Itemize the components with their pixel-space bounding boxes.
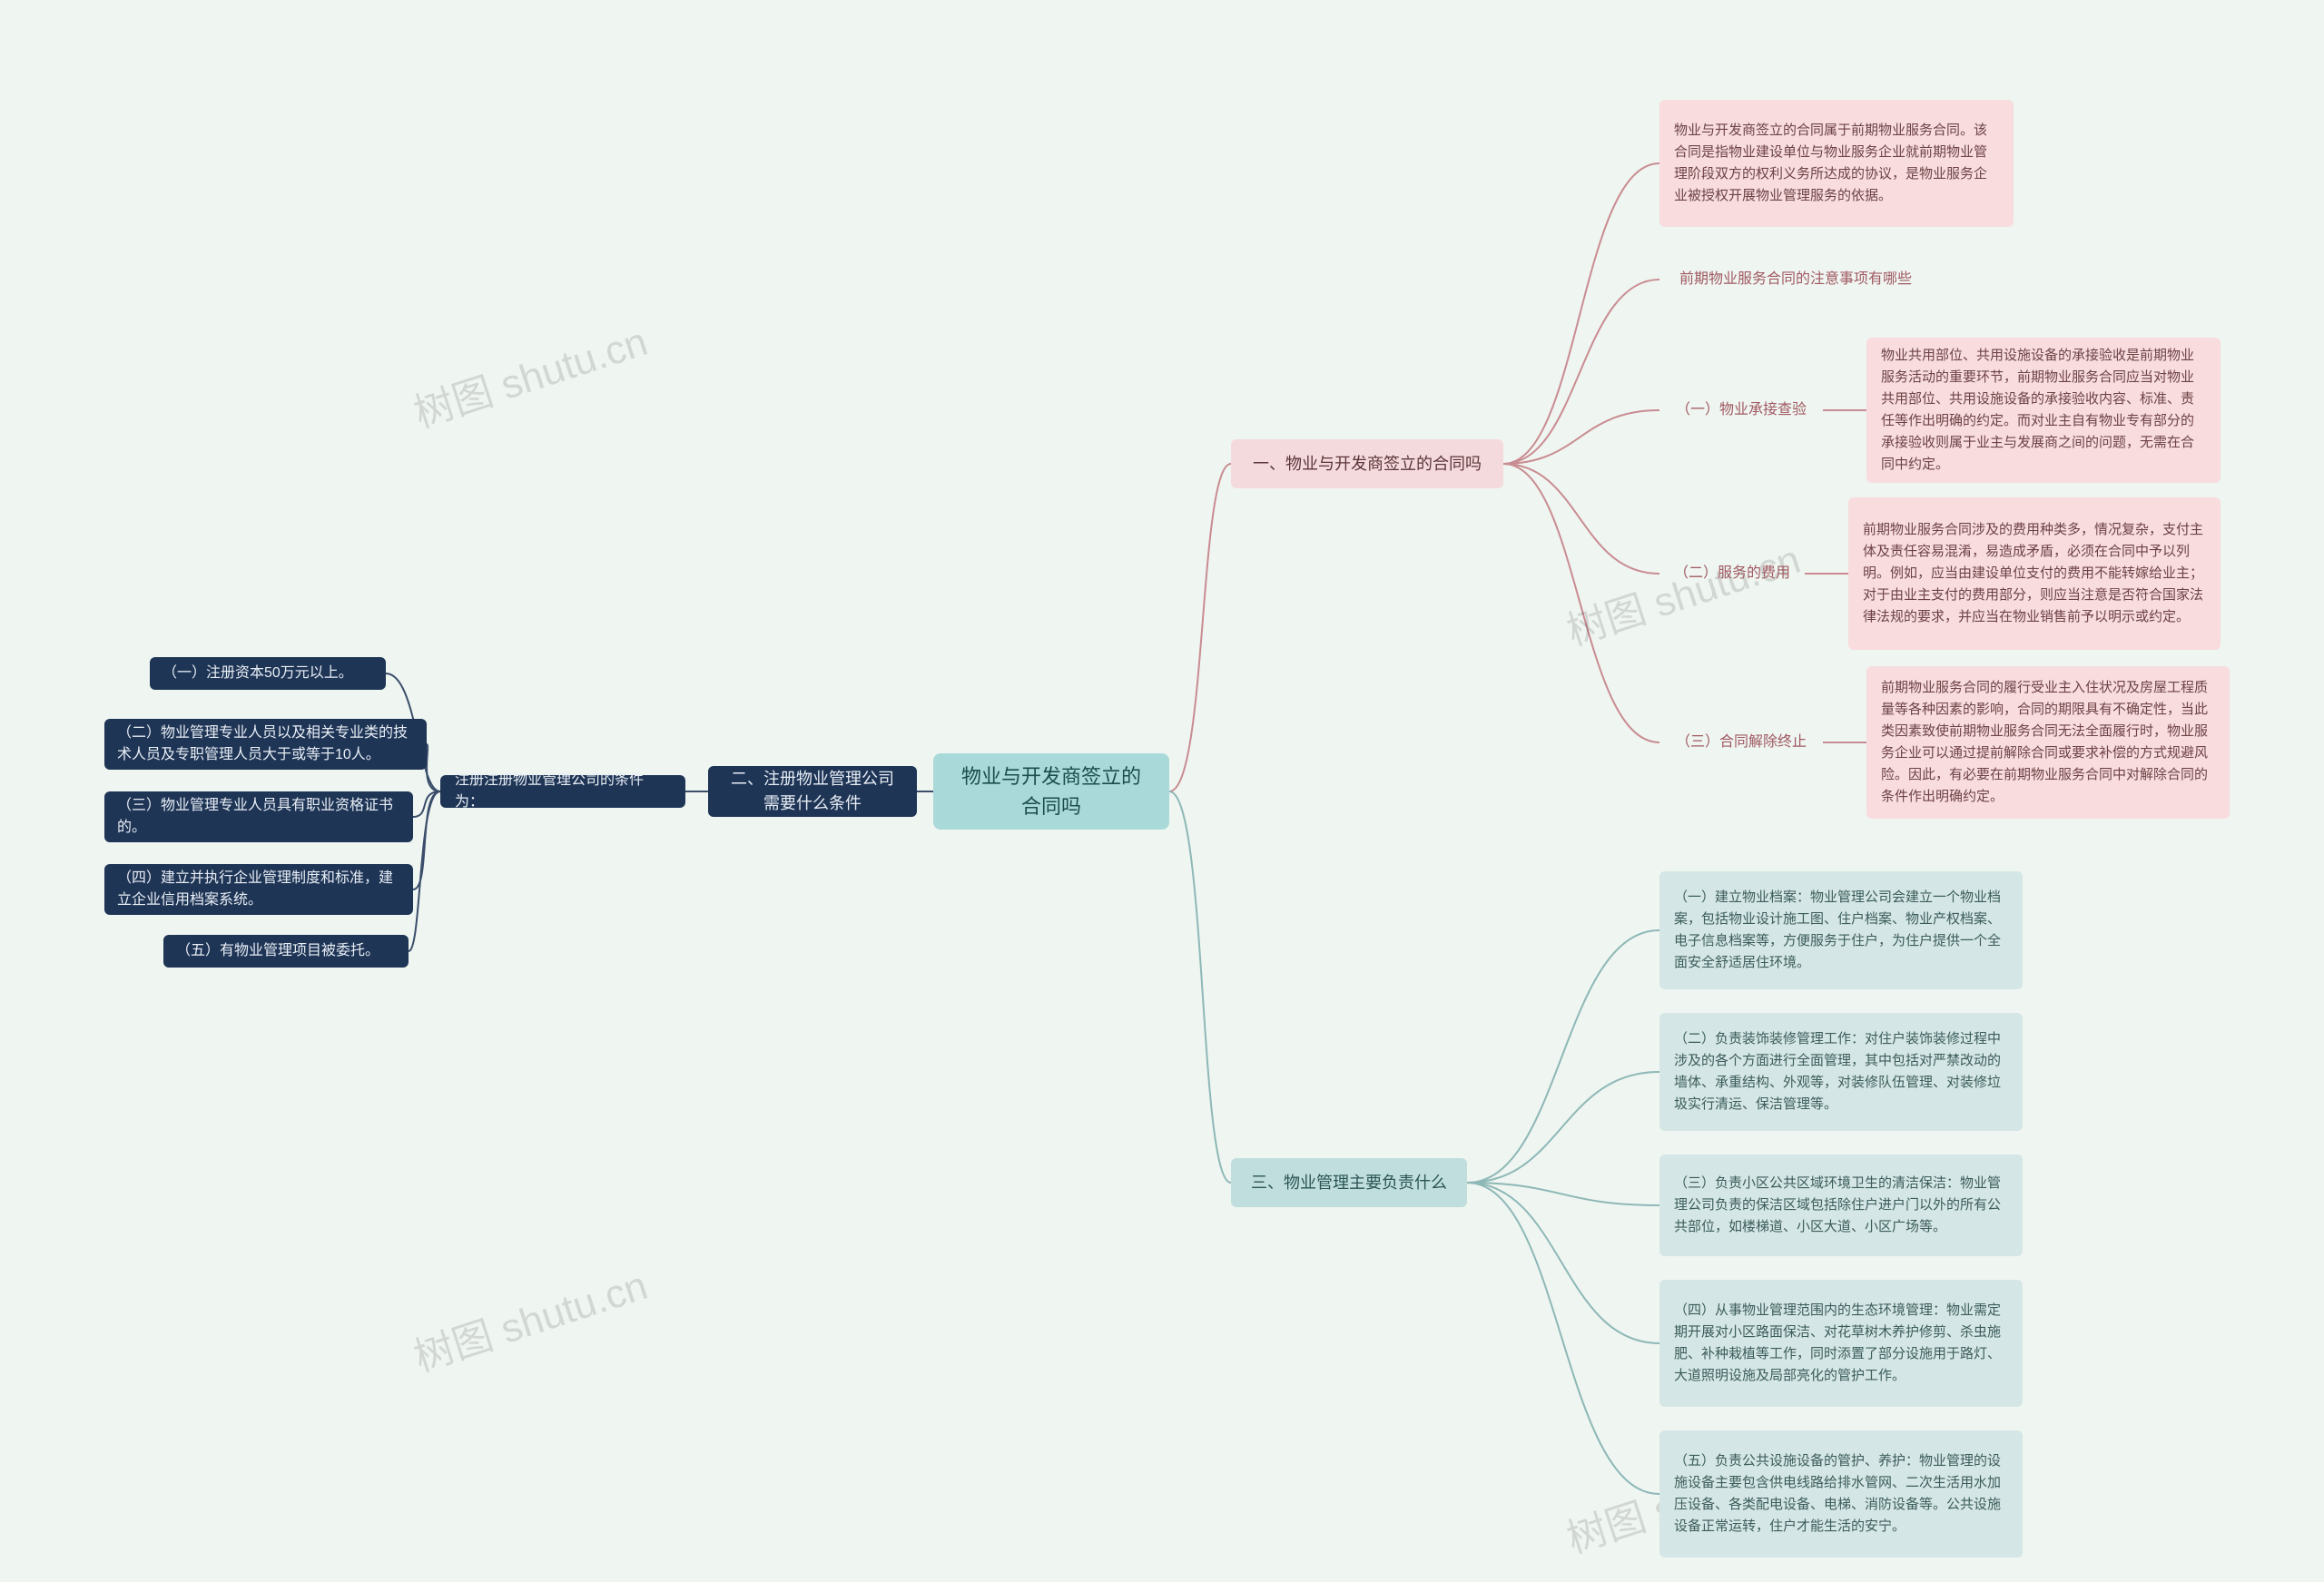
branch-1-sub-2-leaf[interactable]: 前期物业服务合同涉及的费用种类多，情况复杂，支付主体及责任容易混淆，易造成矛盾，… [1848,497,2221,650]
branch-3[interactable]: 三、物业管理主要负责什么 [1231,1158,1467,1207]
branch-1-notice[interactable]: 前期物业服务合同的注意事项有哪些 [1659,263,1932,296]
branch-2-leaf-2[interactable]: （二）物业管理专业人员以及相关专业类的技术人员及专职管理人员大于或等于10人。 [104,719,427,770]
branch-1-sub-3[interactable]: （三）合同解除终止 [1659,726,1823,759]
branch-1-sub-1-leaf[interactable]: 物业共用部位、共用设施设备的承接验收是前期物业服务活动的重要环节，前期物业服务合… [1866,338,2221,483]
branch-2-sub[interactable]: 注册注册物业管理公司的条件为： [440,775,685,808]
branch-2-leaf-4[interactable]: （四）建立并执行企业管理制度和标准，建立企业信用档案系统。 [104,864,413,915]
branch-1-sub-3-leaf[interactable]: 前期物业服务合同的履行受业主入住状况及房屋工程质量等各种因素的影响，合同的期限具… [1866,666,2230,819]
branch-1-sub-1[interactable]: （一）物业承接查验 [1659,394,1823,427]
branch-2-leaf-3[interactable]: （三）物业管理专业人员具有职业资格证书的。 [104,791,413,842]
branch-2-leaf-5[interactable]: （五）有物业管理项目被委托。 [163,935,409,968]
branch-3-leaf-1[interactable]: （一）建立物业档案：物业管理公司会建立一个物业档案，包括物业设计施工图、住户档案… [1659,871,2023,989]
branch-1-intro[interactable]: 物业与开发商签立的合同属于前期物业服务合同。该合同是指物业建设单位与物业服务企业… [1659,100,2014,227]
watermark: 树图 shutu.cn [406,1253,654,1382]
branch-3-leaf-3[interactable]: （三）负责小区公共区域环境卫生的清洁保洁：物业管理公司负责的保洁区域包括除住户进… [1659,1155,2023,1256]
watermark: 树图 shutu.cn [406,309,654,438]
branch-2-leaf-1[interactable]: （一）注册资本50万元以上。 [150,657,386,690]
branch-3-leaf-2[interactable]: （二）负责装饰装修管理工作：对住户装饰装修过程中涉及的各个方面进行全面管理，其中… [1659,1013,2023,1131]
root-node[interactable]: 物业与开发商签立的合同吗 [933,753,1169,830]
branch-3-leaf-4[interactable]: （四）从事物业管理范围内的生态环境管理：物业需定期开展对小区路面保洁、对花草树木… [1659,1280,2023,1407]
branch-3-leaf-5[interactable]: （五）负责公共设施设备的管护、养护：物业管理的设施设备主要包含供电线路给排水管网… [1659,1430,2023,1557]
branch-2[interactable]: 二、注册物业管理公司需要什么条件 [708,766,917,817]
branch-1[interactable]: 一、物业与开发商签立的合同吗 [1231,439,1503,488]
branch-1-sub-2[interactable]: （二）服务的费用 [1659,557,1805,590]
watermark: 树图 shutu.cn [1559,526,1807,656]
